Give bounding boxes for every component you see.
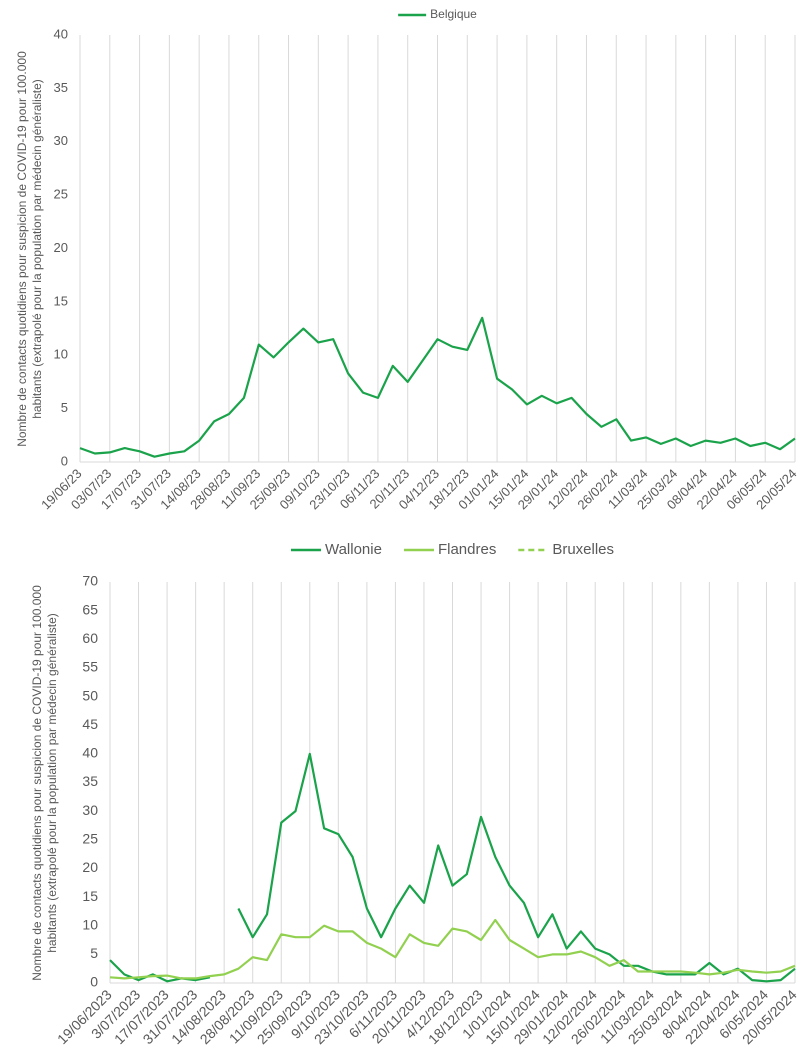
y-tick-label: 30 xyxy=(82,802,98,818)
y-tick-label: 40 xyxy=(54,26,68,41)
y-axis-title: Nombre de contacts quotidiens pour suspi… xyxy=(30,584,59,981)
y-tick-label: 0 xyxy=(61,453,68,468)
y-tick-label: 0 xyxy=(90,974,98,990)
y-tick-label: 45 xyxy=(82,716,98,732)
legend-label: Belgique xyxy=(430,7,477,21)
y-tick-label: 15 xyxy=(54,293,68,308)
y-axis-title: Nombre de contacts quotidiens pour suspi… xyxy=(15,50,44,447)
series-line xyxy=(109,918,796,980)
y-tick-label: 50 xyxy=(82,687,98,703)
y-tick-label: 35 xyxy=(82,773,98,789)
y-tick-label: 5 xyxy=(61,400,68,415)
y-tick-label: 20 xyxy=(82,859,98,875)
legend: Wallonie Flandres Bruxelles xyxy=(290,541,614,558)
series-line xyxy=(109,752,796,983)
legend-label: Wallonie xyxy=(325,541,382,558)
y-tick-label: 25 xyxy=(82,830,98,846)
legend-label: Bruxelles xyxy=(552,541,614,558)
legend-label: Flandres xyxy=(438,541,496,558)
y-tick-label: 55 xyxy=(82,659,98,675)
y-tick-label: 60 xyxy=(82,630,98,646)
y-tick-label: 10 xyxy=(54,347,68,362)
y-tick-label: 30 xyxy=(54,133,68,148)
y-tick-label: 10 xyxy=(82,916,98,932)
y-tick-label: 20 xyxy=(54,240,68,255)
y-tick-label: 25 xyxy=(54,187,68,202)
y-tick-label: 65 xyxy=(82,601,98,617)
series-line xyxy=(79,316,796,458)
y-tick-label: 35 xyxy=(54,80,68,95)
y-tick-label: 5 xyxy=(90,945,98,961)
y-tick-label: 40 xyxy=(82,745,98,761)
y-tick-label: 70 xyxy=(82,573,98,589)
legend: Belgique xyxy=(398,7,477,21)
y-tick-label: 15 xyxy=(82,888,98,904)
